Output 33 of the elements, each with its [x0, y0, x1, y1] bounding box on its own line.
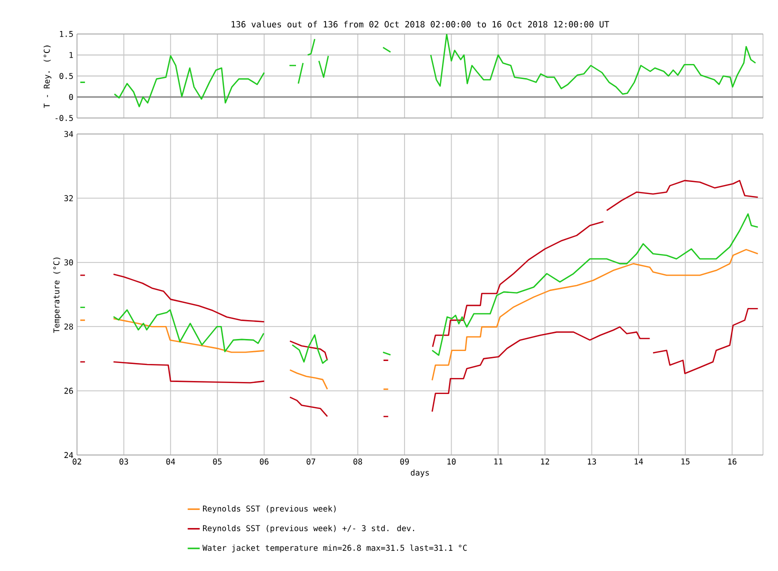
legend-label: Reynolds SST (previous week): [203, 505, 336, 514]
x-tick-label: 14: [634, 458, 643, 464]
x-tick-label: 03: [120, 458, 128, 465]
x-axis-title: days: [410, 469, 429, 478]
y-tick-label: 1: [70, 52, 73, 58]
legend-label: Water jacket temperature min=26.8 max=31.5 last=31.1 °C: [202, 544, 467, 552]
chart-title: 136 values out of 136 from 02 Oct 2018 02:00:00 to 16 Oct 2018 12:00:00 UT: [232, 20, 610, 28]
y-axis-title: T - Rey. (°C): [44, 46, 52, 108]
y-tick-label: 32: [64, 195, 73, 202]
y-tick-label: 0: [69, 94, 73, 100]
y-tick-label: 26: [64, 388, 73, 394]
x-tick-label: 10: [447, 458, 456, 465]
y-tick-label: 24: [64, 452, 74, 458]
x-tick-label: 04: [166, 458, 176, 465]
x-tick-label: 11: [494, 458, 502, 464]
y-tick-label: 0.5: [60, 72, 73, 80]
x-tick-label: 02: [72, 458, 82, 465]
x-tick-label: 16: [728, 458, 736, 465]
legend-label: Reynolds SST (previous week) +/- 3 std. dev.: [203, 524, 414, 533]
x-tick-label: 07: [306, 458, 316, 465]
x-tick-label: 13: [588, 458, 596, 465]
y-tick-label: 28: [64, 324, 73, 330]
x-tick-label: 08: [353, 458, 362, 465]
y-tick-label: 1.5: [60, 31, 73, 37]
x-tick-label: 06: [260, 458, 268, 465]
y-tick-label: -0.5: [56, 114, 73, 122]
x-tick-label: 05: [213, 458, 222, 465]
y-tick-label: 34: [64, 130, 74, 138]
x-tick-label: 12: [541, 458, 550, 464]
y-axis-title: Temperature (°C): [53, 258, 61, 333]
x-tick-label: 15: [681, 458, 690, 464]
y-tick-label: 30: [64, 259, 73, 266]
x-tick-label: 09: [400, 458, 409, 465]
